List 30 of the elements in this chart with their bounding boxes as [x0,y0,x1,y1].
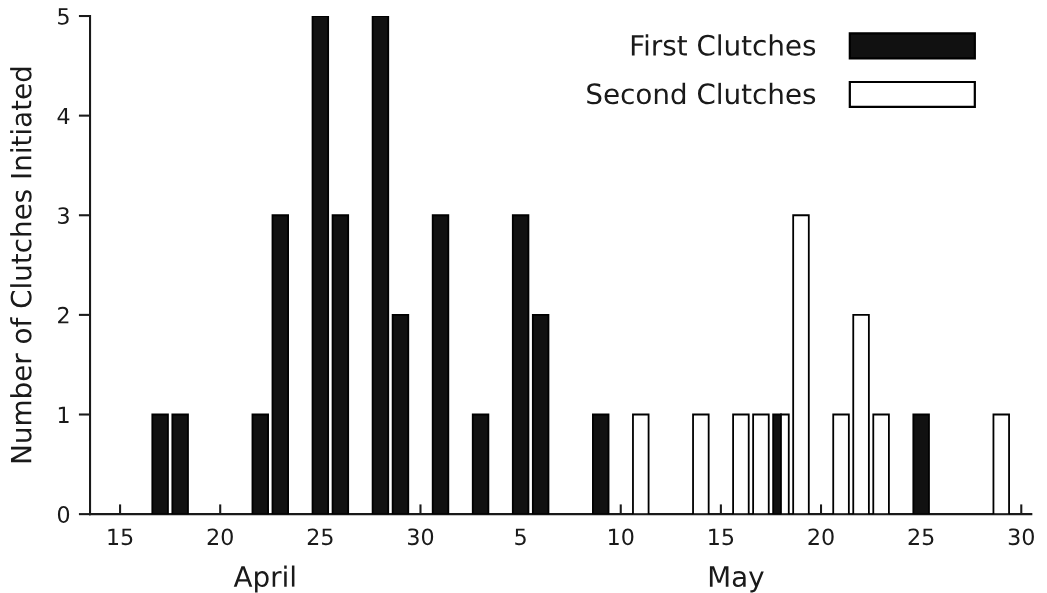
y-tick-label: 1 [58,406,69,423]
x-tick-label: 25 [908,528,934,546]
bar [752,413,770,515]
x-tick-label: 30 [1008,528,1034,546]
bar [872,413,890,515]
y-tick-label: 2 [58,306,69,324]
x-tick-label: 20 [207,528,233,546]
bar [832,413,850,515]
bar [992,413,1010,515]
x-tick-label: 10 [609,528,634,546]
legend-label: First Clutches [631,34,816,56]
y-tick-label: 0 [57,506,70,523]
text: April [233,565,295,593]
bar [692,413,710,515]
x-tick-label: 20 [808,528,834,546]
bar [852,313,870,515]
y-tick-label: 4 [57,107,70,125]
bar [732,413,750,515]
bar [792,214,810,515]
y-tick-label: 3 [58,207,69,225]
x-tick-label: 25 [307,528,333,546]
x-tick-label: 15 [709,528,734,546]
x-tick-label: 5 [515,528,526,546]
y-tick-label: 5 [58,8,69,25]
legend-label: Second Clutches [587,82,816,105]
bar [632,413,650,515]
text: May [709,566,764,593]
y-axis-title: Number of Clutches Initiated [10,67,32,463]
x-tick-label: 15 [108,528,133,546]
x-tick-label: 30 [408,528,434,546]
